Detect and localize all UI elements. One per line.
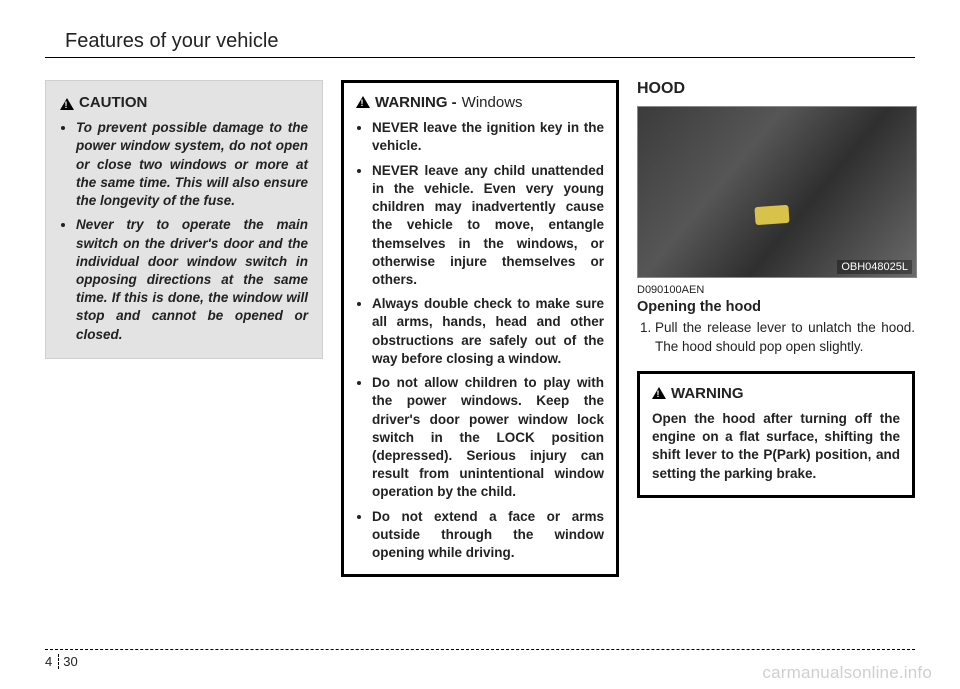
warning-windows-item: Do not allow children to play with the p… — [372, 374, 604, 502]
column-left: CAUTION To prevent possible damage to th… — [45, 80, 323, 591]
header-rule — [45, 57, 915, 58]
caution-list: To prevent possible damage to the power … — [60, 119, 308, 344]
figure-code: D090100AEN — [637, 284, 915, 296]
hood-subheading: Opening the hood — [637, 299, 915, 315]
warning-windows-header: WARNING - Windows — [356, 93, 604, 113]
hood-heading: HOOD — [637, 80, 915, 98]
warning-windows-item: NEVER leave the ignition key in the vehi… — [372, 119, 604, 155]
warning-windows-item: Do not extend a face or arms outside thr… — [372, 508, 604, 563]
hood-steps: Pull the release lever to unlatch the ho… — [637, 319, 915, 357]
caution-item: To prevent possible damage to the power … — [76, 119, 308, 210]
caution-item: Never try to operate the main switch on … — [76, 216, 308, 344]
hood-release-photo: OBH048025L — [637, 106, 917, 278]
warning-hood-box: WARNING Open the hood after turning off … — [637, 371, 915, 498]
page-num: 30 — [63, 654, 77, 669]
caution-box: CAUTION To prevent possible damage to th… — [45, 80, 323, 359]
warning-windows-box: WARNING - Windows NEVER leave the igniti… — [341, 80, 619, 577]
warning-windows-subtitle: Windows — [462, 93, 523, 113]
warning-hood-label: WARNING — [671, 384, 744, 404]
warning-triangle-icon — [652, 387, 666, 399]
warning-triangle-icon — [60, 98, 74, 110]
column-middle: WARNING - Windows NEVER leave the igniti… — [341, 80, 619, 591]
watermark: carmanualsonline.info — [762, 663, 932, 683]
hood-step: Pull the release lever to unlatch the ho… — [655, 319, 915, 357]
photo-label: OBH048025L — [837, 260, 912, 274]
warning-windows-item: NEVER leave any child unattended in the … — [372, 162, 604, 290]
warning-triangle-icon — [356, 96, 370, 108]
caution-label: CAUTION — [79, 93, 147, 113]
caution-header: CAUTION — [60, 93, 308, 113]
warning-hood-header: WARNING — [652, 384, 900, 404]
header-title: Features of your vehicle — [45, 30, 915, 53]
warning-windows-item: Always double check to make sure all arm… — [372, 295, 604, 368]
chapter-number: 4 — [45, 654, 59, 669]
column-right: HOOD OBH048025L D090100AEN Opening the h… — [637, 80, 915, 591]
warning-windows-label: WARNING - — [375, 93, 457, 113]
warning-hood-text: Open the hood after turning off the engi… — [652, 410, 900, 483]
content-columns: CAUTION To prevent possible damage to th… — [45, 80, 915, 591]
footer-rule — [45, 649, 915, 650]
hood-release-lever-graphic — [754, 204, 789, 224]
warning-windows-list: NEVER leave the ignition key in the vehi… — [356, 119, 604, 562]
